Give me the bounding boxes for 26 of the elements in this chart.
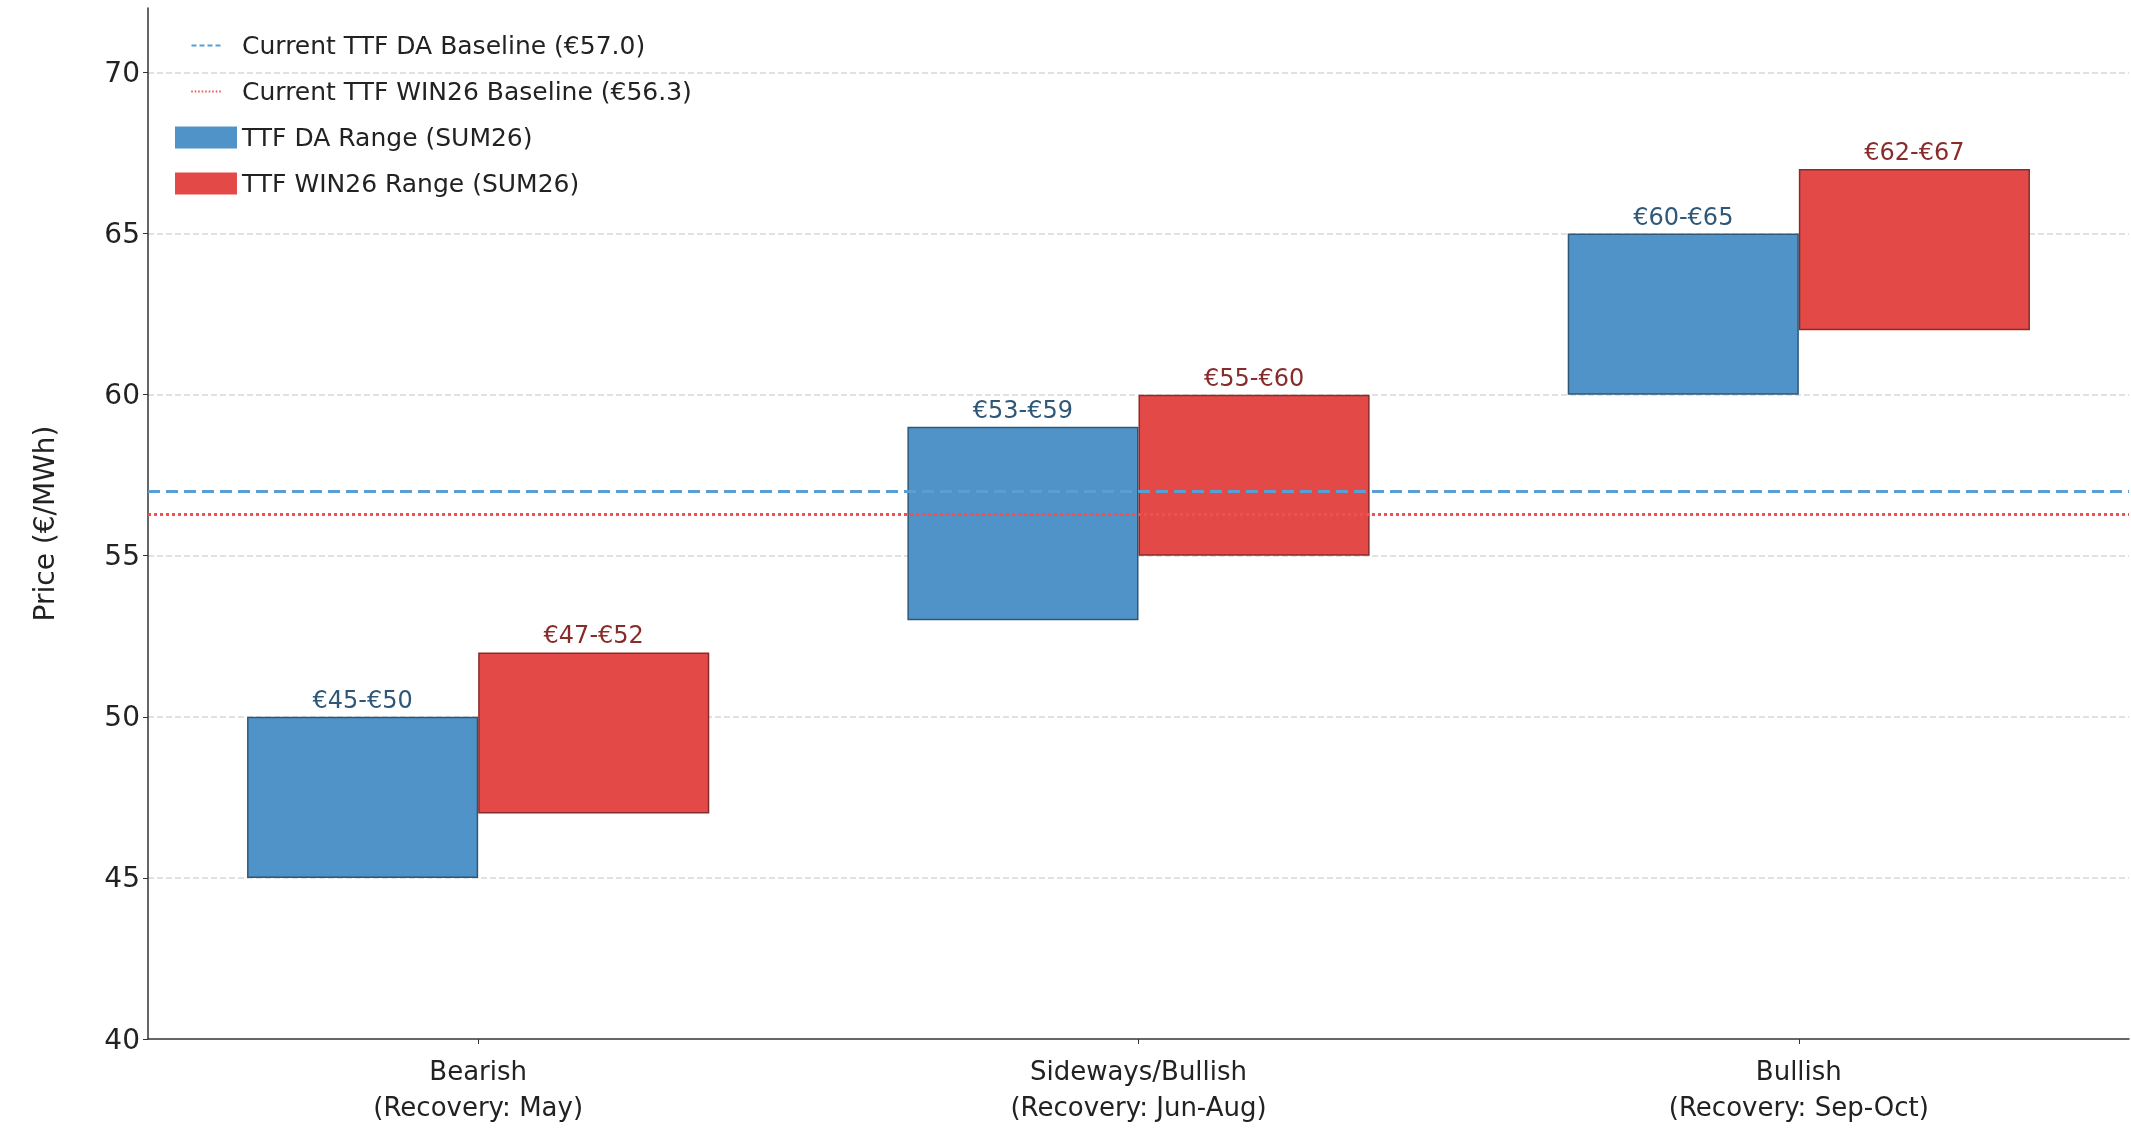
legend-label: TTF DA Range (SUM26) bbox=[241, 123, 533, 152]
bar bbox=[478, 652, 710, 814]
legend-label: TTF WIN26 Range (SUM26) bbox=[241, 169, 580, 198]
legend-label: Current TTF WIN26 Baseline (€56.3) bbox=[242, 77, 692, 106]
data-label: €62-€67 bbox=[1864, 138, 1965, 167]
x-tick-label: Sideways/Bullish (Recovery: Jun-Aug) bbox=[1010, 1056, 1267, 1122]
data-label: €45-€50 bbox=[312, 685, 413, 714]
y-tick-label: 65 bbox=[104, 217, 140, 251]
bar bbox=[1798, 169, 2030, 331]
y-tick-label: 60 bbox=[104, 378, 140, 412]
bar bbox=[1138, 394, 1370, 556]
y-tick-label: 45 bbox=[104, 861, 140, 895]
bar bbox=[247, 716, 479, 878]
y-tick-label: 55 bbox=[104, 539, 140, 573]
data-label: €55-€60 bbox=[1203, 363, 1305, 392]
x-tick-label: Bullish (Recovery: Sep-Oct) bbox=[1668, 1056, 1929, 1122]
bar bbox=[1567, 233, 1799, 395]
y-axis-title: Price (€/MWh) bbox=[27, 425, 61, 622]
x-tick-label: Bearish (Recovery: May) bbox=[373, 1056, 584, 1122]
y-tick-label: 40 bbox=[104, 1022, 140, 1056]
y-tick-label: 70 bbox=[104, 55, 140, 89]
data-label: €53-€59 bbox=[972, 395, 1074, 424]
data-label: €47-€52 bbox=[543, 621, 644, 650]
legend-label: Current TTF DA Baseline (€57.0) bbox=[242, 31, 646, 60]
data-label: €60-€65 bbox=[1633, 202, 1734, 231]
y-tick-label: 50 bbox=[104, 700, 140, 734]
